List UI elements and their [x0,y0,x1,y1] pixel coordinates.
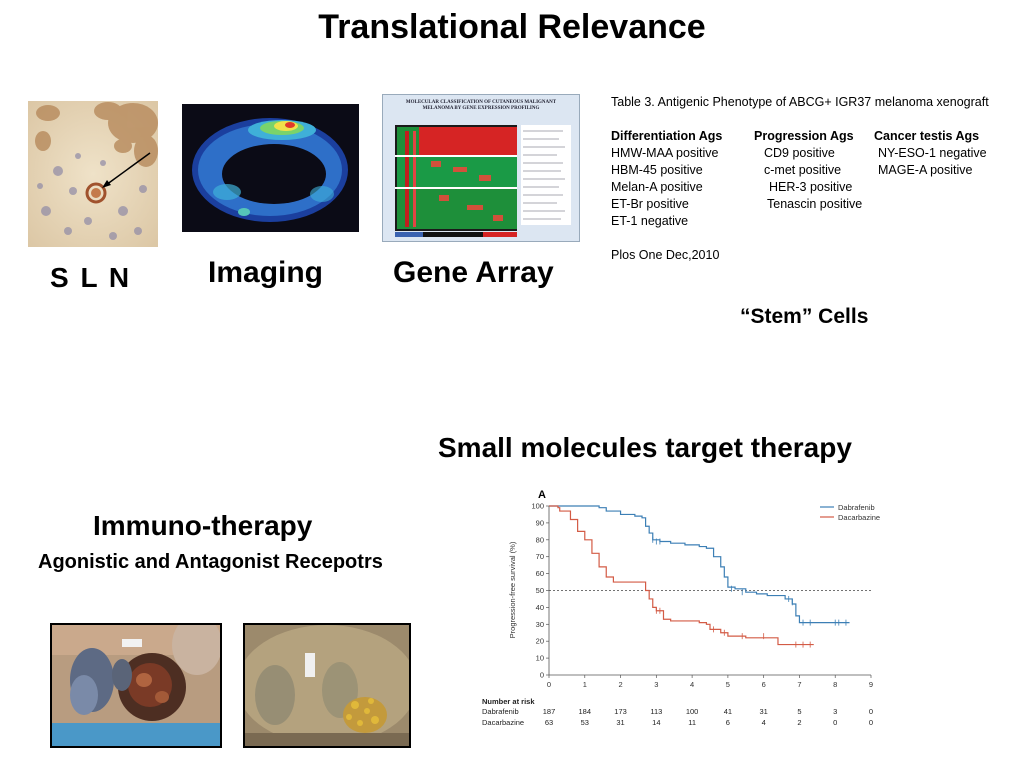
sln-caption: S L N [50,262,132,293]
risk-value: 6 [726,718,730,727]
y-tick-label: 100 [531,502,544,511]
y-tick-label: 50 [536,586,544,595]
y-tick-label: 70 [536,552,544,561]
risk-value: 2 [797,718,801,727]
chart-legend: Dabrafenib Dacarbazine [820,503,880,522]
x-tick-label: 5 [726,680,730,689]
citation: Plos One Dec,2010 [611,248,720,262]
risk-value: 11 [688,718,696,727]
sln-histology-image [28,101,158,247]
risk-value: 41 [724,707,732,716]
table-title: Table 3. Antigenic Phenotype of ABCG+ IG… [611,95,989,109]
y-tick-label: 30 [536,620,544,629]
x-tick-label: 1 [583,680,587,689]
x-tick-label: 0 [547,680,551,689]
risk-value: 100 [686,707,699,716]
y-tick-label: 80 [536,535,544,544]
series-line-dabrafenib [549,505,850,624]
x-tick-label: 8 [833,680,837,689]
y-tick-label: 10 [536,654,544,663]
risk-value: 3 [833,707,837,716]
table-cell: Tenascin positive [767,197,863,211]
y-tick-label: 60 [536,569,544,578]
risk-value: 63 [545,718,553,727]
x-tick-label: 7 [797,680,801,689]
table-cell: Melan-A positive [611,180,703,194]
risk-value: 31 [759,707,767,716]
table-cell: CD9 positive [764,146,835,160]
table-header: Differentiation Ags [611,129,723,143]
panel-label: A [538,489,546,501]
risk-row-label: Dacarbazine [482,718,524,727]
gene-array-header-line1: MOLECULAR CLASSIFICATION OF CUTANEOUS MA… [406,100,557,105]
table-cell: NY-ESO-1 negative [878,146,987,160]
imaging-caption: Imaging [208,256,324,289]
risk-table-title: Number at risk [482,697,535,706]
risk-value: 31 [616,718,624,727]
immunotherapy-title: Immuno-therapy [93,510,313,541]
risk-value: 187 [543,707,556,716]
risk-row-label: Dabrafenib [482,707,519,716]
risk-value: 113 [650,707,662,716]
kaplan-meier-chart: A Progression-free survival (%) 01020304… [482,489,880,727]
risk-value: 0 [869,707,873,716]
pointer-arrow [105,152,151,186]
x-tick-label: 6 [762,680,766,689]
legend-label-dacarbazine: Dacarbazine [838,513,880,522]
table-cell: HMW-MAA positive [611,146,719,160]
slide-title: Translational Relevance [318,8,706,46]
legend-label-dabrafenib: Dabrafenib [838,503,875,512]
small-molecules-caption: Small molecules target therapy [438,432,852,463]
risk-value: 0 [869,718,873,727]
table-header: Progression Ags [754,129,854,143]
table-header: Cancer testis Ags [874,129,980,143]
risk-value: 173 [614,707,627,716]
x-tick-label: 9 [869,680,873,689]
y-axis-label: Progression-free survival (%) [508,541,517,638]
risk-value: 4 [762,718,766,727]
risk-value: 0 [833,718,837,727]
clinical-photo-after [243,623,411,748]
gene-array-caption: Gene Array [393,256,554,289]
risk-value: 184 [579,707,592,716]
table-cell: ET-Br positive [611,197,689,211]
immunotherapy-subtitle: Agonistic and Antagonist Recepotrs [38,551,383,573]
gene-array-image: MOLECULAR CLASSIFICATION OF CUTANEOUS MA… [382,94,580,242]
x-tick-label: 3 [654,680,658,689]
stem-cells-caption: “Stem” Cells [740,305,869,328]
x-tick-label: 2 [618,680,622,689]
table-cell: HER-3 positive [769,180,853,194]
table-cell: c-met positive [764,163,842,177]
clinical-photo-before [50,623,222,748]
table-cell: MAGE-A positive [878,163,973,177]
risk-value: 5 [797,707,801,716]
table-cell: HBM-45 positive [611,163,703,177]
table-cell: ET-1 negative [611,214,689,228]
imaging-scan-image [182,104,359,232]
risk-value: 53 [581,718,589,727]
gene-array-header-line2: MELANOMA BY GENE EXPRESSION PROFILING [423,106,540,111]
x-tick-label: 4 [690,680,694,689]
y-tick-label: 40 [536,603,544,612]
series-line-dacarbazine [549,505,814,646]
y-tick-label: 0 [540,671,544,680]
y-tick-label: 20 [536,637,544,646]
risk-value: 14 [652,718,660,727]
y-tick-label: 90 [536,518,544,527]
